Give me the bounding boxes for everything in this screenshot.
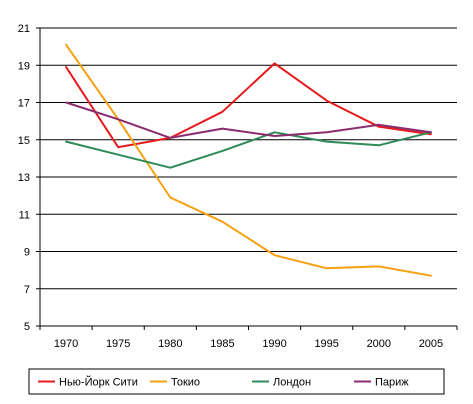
y-tick-label: 13 [18,172,30,184]
y-tick-label: 15 [18,135,30,147]
series-line-1 [65,43,432,277]
y-tick-label: 5 [24,321,30,333]
series-line-3 [65,101,432,139]
x-tick-label: 1970 [54,338,78,350]
legend-box [28,368,445,395]
legend-label: Нью-Йорк Сити [59,376,138,389]
x-tick-label: 1980 [158,338,182,350]
y-tick-label: 19 [18,60,30,72]
legend-label: Париж [375,377,409,389]
y-tick-label: 17 [18,98,30,110]
y-tick-label: 9 [24,247,30,259]
x-tick-label: 1975 [106,338,130,350]
legend-label: Лондон [273,377,311,389]
x-tick-label: 1995 [314,338,338,350]
y-tick-label: 11 [19,209,30,221]
x-tick-label: 2000 [367,338,391,350]
series-line-0 [65,62,432,149]
legend: Нью-Йорк Сити Токио Лондон Париж [28,368,445,395]
y-tick-label: 21 [18,23,30,35]
x-tick-label: 2005 [419,338,443,350]
series-line-2 [65,131,432,169]
x-tick-label: 1990 [262,338,286,350]
plot-area: 5 7 9 11 13 15 17 19 21 1970 1975 1980 1985 1990 1995 2… [18,23,458,350]
x-tick-label: 1985 [210,338,234,350]
y-tick-label: 7 [24,284,30,296]
legend-label: Токио [171,377,200,389]
